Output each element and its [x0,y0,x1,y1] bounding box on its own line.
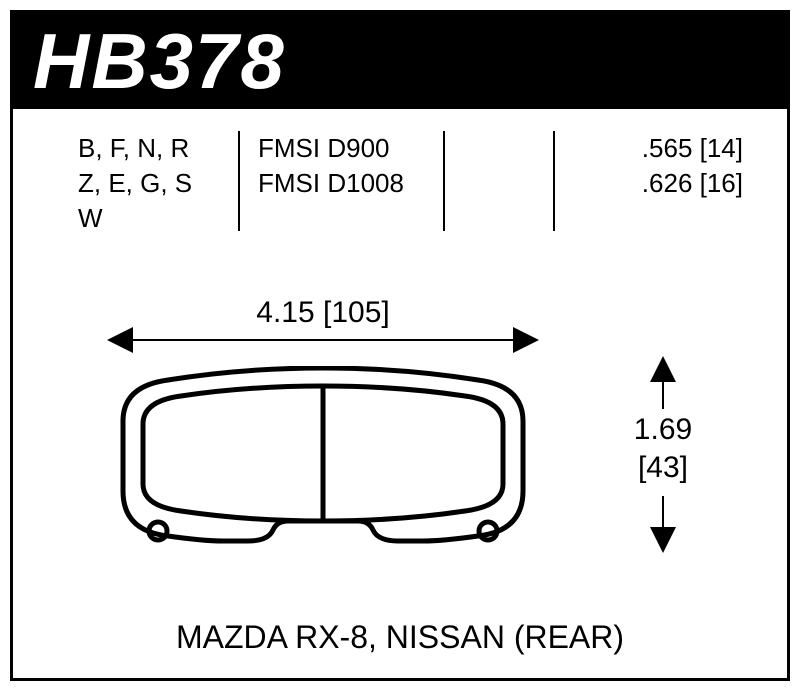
width-dimension: 4.15 [105] [113,296,533,330]
brake-pad-outline [113,366,533,546]
application-label: MAZDA RX-8, NISSAN (REAR) [13,619,787,656]
pad-diagram: 4.15 [105] 1.69 [43] [13,271,787,621]
letters-line: W [78,201,192,236]
header-bar: HB378 [13,13,787,109]
diagram-frame: HB378 B, F, N, R Z, E, G, S W FMSI D900 … [10,10,790,681]
width-label: 4.15 [105] [256,296,389,329]
fmsi-line: FMSI D1008 [258,166,404,201]
letters-line: Z, E, G, S [78,166,192,201]
height-dim-line-top [662,379,664,409]
letters-line: B, F, N, R [78,131,192,166]
thickness-line: .565 [14] [568,131,743,166]
thickness-values: .565 [14] .626 [16] [568,131,743,201]
fmsi-codes: FMSI D900 FMSI D1008 [258,131,404,201]
arrow-right-icon [513,327,539,353]
height-dim-line-bottom [662,496,664,531]
specs-row: B, F, N, R Z, E, G, S W FMSI D900 FMSI D… [13,131,787,241]
arrow-down-icon [650,527,676,553]
height-label-mm: [43] [618,449,708,487]
width-dim-line [113,339,533,341]
thickness-line: .626 [16] [568,166,743,201]
compound-letters: B, F, N, R Z, E, G, S W [78,131,192,236]
height-dimension: 1.69 [43] [618,411,708,486]
height-label-inches: 1.69 [618,411,708,449]
fmsi-line: FMSI D900 [258,131,404,166]
part-number: HB378 [33,16,286,107]
